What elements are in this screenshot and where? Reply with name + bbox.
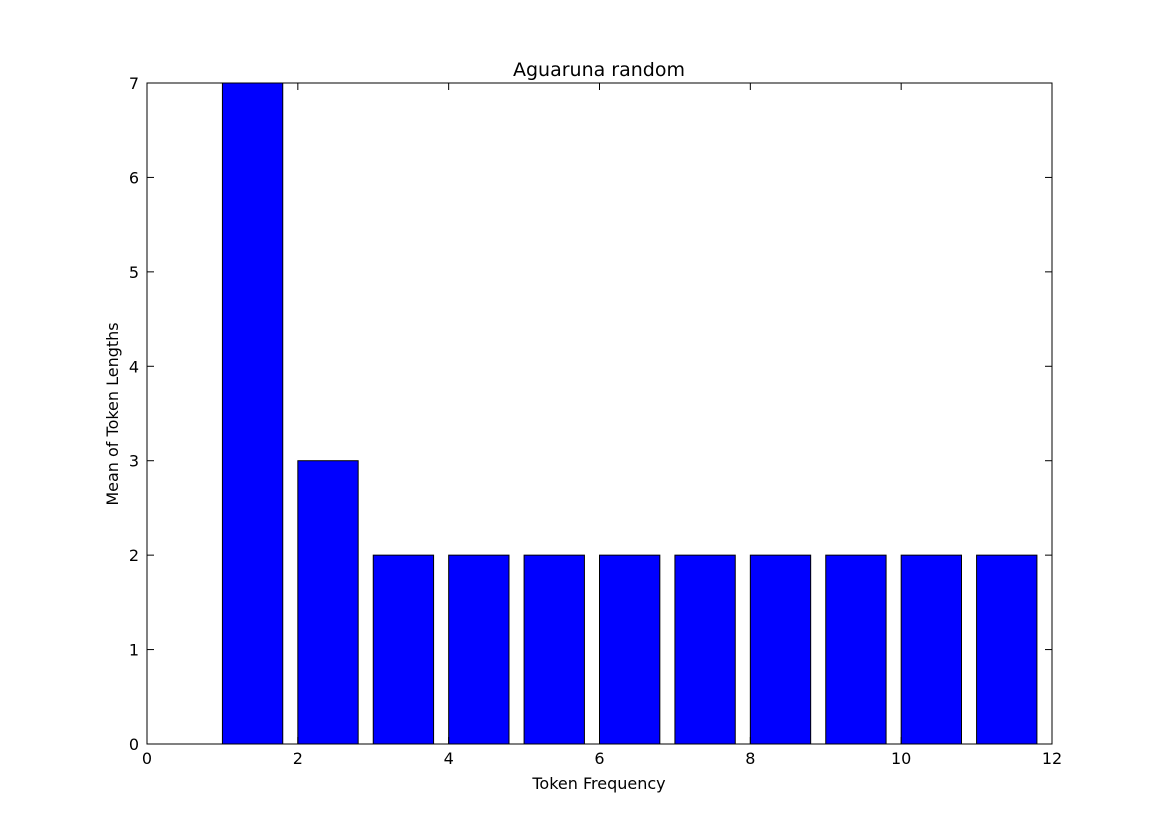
bar-8 — [749, 554, 812, 745]
bar-2 — [297, 460, 359, 745]
y-tick-label-2: 2 — [129, 546, 139, 565]
y-tick-label-7: 7 — [129, 74, 139, 93]
y-tick-label-6: 6 — [129, 168, 139, 187]
x-tick-label-2: 2 — [293, 749, 303, 768]
bar-4 — [448, 554, 510, 745]
y-tick-label-1: 1 — [129, 641, 139, 660]
bar-11 — [976, 554, 1038, 745]
bar-10 — [900, 554, 963, 745]
bar-6 — [599, 554, 661, 745]
y-tick-label-0: 0 — [129, 735, 139, 754]
x-tick-label-8: 8 — [745, 749, 755, 768]
y-axis-title: Mean of Token Lengths — [103, 322, 122, 505]
bars-group — [221, 82, 1038, 745]
x-tick-label-6: 6 — [594, 749, 604, 768]
x-tick-label-0: 0 — [142, 749, 152, 768]
x-tick-label-4: 4 — [444, 749, 454, 768]
x-axis-title: Token Frequency — [531, 774, 665, 793]
bar-9 — [825, 554, 887, 745]
chart-title: Aguaruna random — [513, 59, 685, 81]
y-tick-label-4: 4 — [129, 357, 139, 376]
bar-3 — [372, 554, 435, 745]
bar-1 — [221, 82, 284, 745]
x-tick-label-10: 10 — [891, 749, 911, 768]
x-tick-label-12: 12 — [1042, 749, 1062, 768]
bar-5 — [523, 554, 585, 745]
y-tick-label-3: 3 — [129, 452, 139, 471]
bar-7 — [674, 554, 736, 745]
y-tick-label-5: 5 — [129, 263, 139, 282]
